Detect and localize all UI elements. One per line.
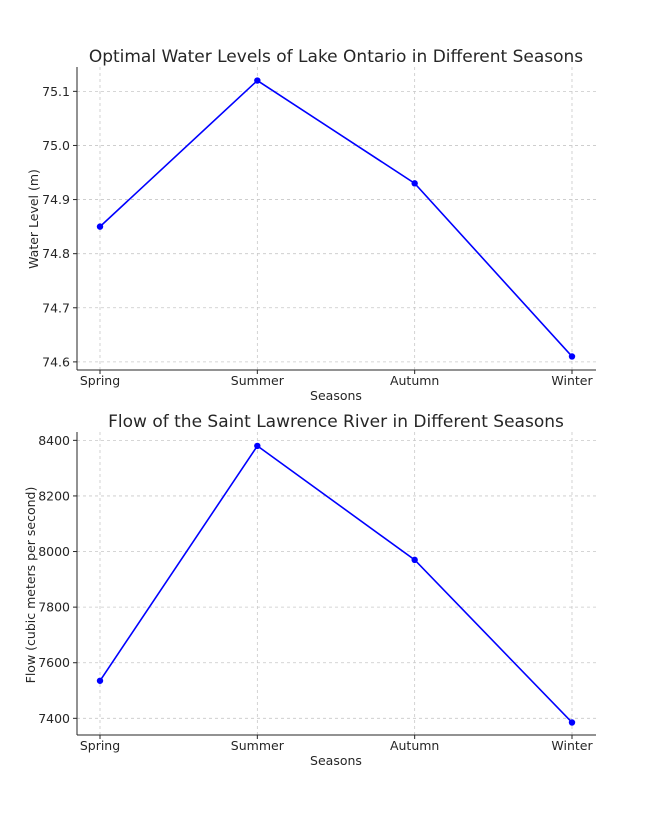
x-tick-label: Spring	[80, 738, 120, 753]
chart-title: Flow of the Saint Lawrence River in Diff…	[108, 412, 564, 432]
grid	[77, 67, 596, 370]
y-tick-label: 74.9	[42, 192, 70, 207]
x-tick-label: Winter	[551, 373, 593, 388]
y-axis-label: Flow (cubic meters per second)	[23, 487, 38, 684]
y-tick-label: 7800	[38, 600, 70, 615]
water-level-chart: Optimal Water Levels of Lake Ontario in …	[26, 47, 596, 403]
y-tick-label: 8000	[38, 544, 70, 559]
x-tick-label: Summer	[231, 373, 285, 388]
data-point	[96, 677, 104, 684]
x-tick-label: Autumn	[390, 373, 439, 388]
data-point	[568, 353, 576, 360]
series-line	[99, 444, 573, 724]
x-axis-label: Seasons	[310, 388, 362, 403]
x-axis-label: Seasons	[310, 753, 362, 768]
y-tick-label: 74.8	[42, 246, 70, 261]
y-tick-label: 7400	[38, 711, 70, 726]
data-point	[411, 556, 418, 564]
chart-title: Optimal Water Levels of Lake Ontario in …	[89, 47, 583, 67]
y-axis-label: Water Level (m)	[26, 169, 41, 269]
x-tick-label: Spring	[80, 373, 120, 388]
y-tick-label: 74.6	[42, 354, 70, 369]
y-tick-label: 8200	[38, 488, 70, 503]
series-line	[99, 79, 573, 358]
data-point	[254, 442, 261, 450]
grid	[77, 432, 596, 735]
data-point	[254, 77, 261, 84]
data-point	[96, 223, 104, 230]
y-tick-label: 75.0	[42, 138, 70, 153]
y-tick-label: 75.1	[42, 84, 70, 99]
x-tick-label: Winter	[551, 738, 593, 753]
y-tick-label: 74.7	[42, 300, 70, 315]
y-tick-label: 7600	[38, 655, 70, 670]
data-point	[568, 719, 576, 726]
data-point	[411, 180, 418, 187]
x-tick-label: Autumn	[390, 738, 439, 753]
y-tick-label: 8400	[38, 433, 70, 448]
x-tick-label: Summer	[231, 738, 285, 753]
river-flow-chart: Flow of the Saint Lawrence River in Diff…	[23, 412, 596, 768]
